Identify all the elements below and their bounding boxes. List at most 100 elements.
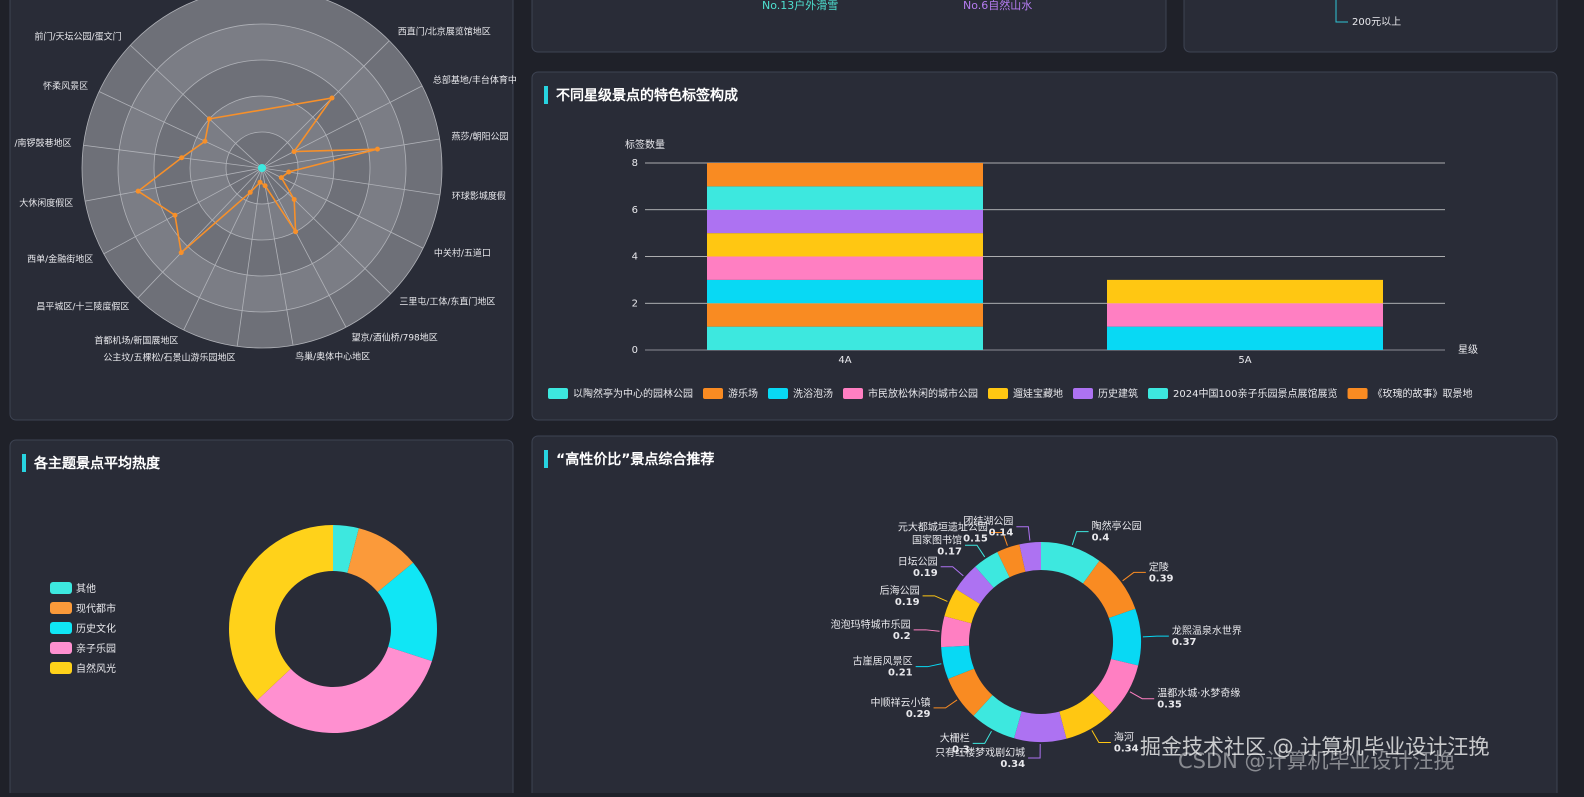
pie-slice	[944, 589, 980, 624]
legend-swatch	[988, 388, 1008, 399]
watermark: 掘金技术社区 @ 计算机毕业设计汪挽	[1140, 735, 1489, 759]
bar-segment	[707, 326, 983, 350]
slice-name: 只有红楼梦戏剧幻城	[935, 746, 1025, 759]
legend-label: 以陶然亭为中心的园林公园	[573, 387, 693, 400]
radar-point	[262, 183, 268, 189]
radar-axis	[261, 40, 390, 169]
panel	[531, 71, 1558, 421]
slice-name: 国家图书馆	[912, 533, 962, 546]
legend-swatch	[50, 582, 72, 594]
radar-point	[329, 95, 335, 101]
slice-value: 0.39	[1149, 573, 1174, 584]
radar-axis	[103, 167, 263, 255]
slice-name: 中顺祥云小镇	[871, 696, 931, 709]
radar-indicator: 大休闲度假区	[19, 197, 73, 209]
pie-slice	[1083, 560, 1136, 619]
title-bar	[544, 450, 548, 468]
x-tick-label: 5A	[1238, 355, 1251, 366]
pie-slice	[975, 552, 1010, 588]
slice-name: 温都水城·水梦奇缘	[1157, 687, 1240, 700]
legend-swatch	[1347, 388, 1368, 399]
legend-swatch	[50, 662, 72, 674]
slice-value: 0.2	[893, 631, 911, 642]
legend-swatch	[703, 388, 723, 399]
panel	[531, 435, 1558, 797]
radar-point	[257, 179, 263, 185]
title-bar	[22, 454, 26, 472]
radar-indicator: 燕莎/朝阳公园	[451, 131, 508, 143]
pie-slice	[333, 525, 359, 573]
pie-slice	[941, 645, 975, 679]
slice-value: 0.19	[895, 597, 920, 608]
legend-label: 亲子乐园	[76, 642, 116, 655]
slice-name: 古崖居风景区	[853, 655, 913, 668]
pie-slice	[257, 646, 432, 733]
radar-point	[135, 188, 141, 194]
slice-value: 0.4	[1092, 533, 1110, 544]
legend-swatch	[843, 388, 863, 399]
pie-slice	[941, 616, 972, 648]
slice-name: 泡泡玛特城市乐园	[831, 618, 911, 631]
label-line	[1091, 730, 1111, 744]
rank-label: No.13户外滑雪	[762, 0, 838, 12]
legend-swatch	[50, 602, 72, 614]
label-line	[913, 629, 940, 632]
legend-label: 市民放松休闲的城市公园	[868, 387, 978, 400]
y-tick-label: 6	[632, 205, 638, 216]
bracket	[1335, 0, 1348, 23]
radar-point	[172, 212, 178, 218]
pie-slice	[377, 562, 437, 662]
slice-name: 定陵	[1149, 560, 1169, 573]
legend-swatch	[1073, 388, 1093, 399]
bar-segment	[707, 303, 983, 327]
slice-value: 0.15	[963, 533, 988, 544]
bar-segment	[707, 279, 983, 304]
pie-slice	[1059, 692, 1112, 739]
price-label: 200元以上	[1352, 16, 1401, 28]
bar-segment	[1107, 303, 1383, 327]
radar-axis	[137, 167, 263, 299]
legend-label: 历史建筑	[1098, 387, 1138, 400]
legend-swatch	[768, 388, 788, 399]
pie-slice	[956, 566, 994, 604]
y-tick-label: 4	[632, 252, 638, 263]
radar-axis	[261, 167, 294, 346]
radar-axis	[261, 167, 347, 328]
legend-label: 2024中国100亲子乐园景点展馆展览	[1173, 387, 1338, 400]
label-line	[990, 531, 1008, 546]
bar-segment	[1107, 279, 1383, 304]
slice-value: 0.35	[1157, 700, 1182, 711]
title-bar	[544, 86, 548, 104]
radar-indicator: 望京/酒仙桥/798地区	[352, 331, 438, 343]
legend-label: 其他	[76, 582, 96, 595]
slice-name: 团结湖公园	[963, 515, 1013, 528]
pie-slice	[1014, 711, 1067, 742]
radar-axis	[261, 167, 441, 196]
slice-value: 0.37	[1172, 637, 1197, 648]
label-line	[972, 730, 992, 744]
radar-center	[258, 164, 266, 172]
legend-swatch	[50, 622, 72, 634]
label-line	[933, 699, 958, 709]
radar-indicator: 三里屯/工体/东直门地区	[399, 296, 495, 308]
slice-value: 0.34	[1000, 759, 1025, 770]
bar-segment	[707, 233, 983, 257]
bar-segment	[707, 186, 983, 210]
radar-point	[374, 146, 380, 152]
radar-indicator: 首都机场/新国展地区	[94, 334, 178, 346]
panel	[1183, 0, 1558, 53]
pie-slice	[1092, 658, 1139, 713]
label-line	[1142, 635, 1169, 638]
y-tick-label: 2	[632, 298, 638, 309]
legend-label: 遛娃宝藏地	[1013, 387, 1063, 400]
slice-value: 0.19	[913, 568, 938, 579]
slice-value: 0.14	[989, 528, 1014, 539]
radar-indicator: 环球影城度假	[452, 190, 506, 202]
radar-point	[179, 155, 185, 161]
legend-swatch	[548, 388, 568, 399]
y-tick-label: 0	[632, 345, 638, 356]
y-axis-label: 标签数量	[625, 138, 665, 151]
slice-value: 0.21	[888, 668, 913, 679]
slice-name: 日坛公园	[898, 556, 938, 568]
